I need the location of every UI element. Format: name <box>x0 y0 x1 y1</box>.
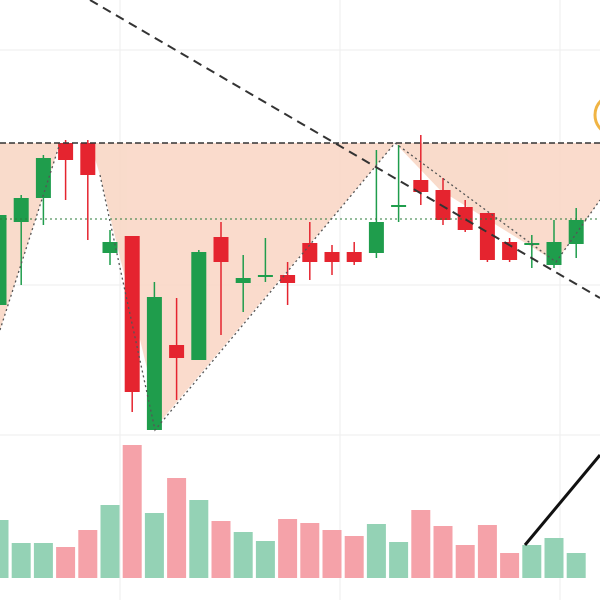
volume-bar <box>144 513 164 578</box>
candle-body <box>479 213 495 260</box>
volume-bar <box>11 543 31 578</box>
volume-bar <box>433 526 453 578</box>
volume-bar <box>300 523 320 578</box>
pattern-line <box>99 142 396 432</box>
volume-bar <box>500 553 520 578</box>
volume-bar <box>278 519 298 578</box>
volume-bar <box>78 530 98 578</box>
candle-body <box>35 158 51 198</box>
volume-bar <box>566 553 586 578</box>
candle-body <box>280 275 296 283</box>
candle-body <box>435 190 451 220</box>
candle-body <box>546 242 562 265</box>
volume-trend-line <box>523 454 600 546</box>
marks <box>0 135 586 578</box>
volume-bar <box>33 543 53 578</box>
candle-body <box>169 345 185 358</box>
volume-bar <box>455 545 475 578</box>
trend-line <box>89 0 600 299</box>
candle-body <box>102 242 118 253</box>
candle-body <box>368 222 384 253</box>
volume-bar <box>100 505 120 578</box>
volume-bar <box>0 520 9 578</box>
drawings <box>0 0 600 546</box>
volume-bar <box>56 547 76 578</box>
candle-body <box>568 220 584 244</box>
volume-bar <box>389 542 409 578</box>
candle-body <box>58 143 74 160</box>
pattern-shading <box>0 143 600 422</box>
volume-bar <box>122 445 142 578</box>
candle-body <box>346 252 362 262</box>
candle-body <box>124 236 140 392</box>
candle-body <box>13 198 29 222</box>
candle-body <box>80 143 96 175</box>
volume-bar <box>233 532 253 578</box>
candle-body <box>0 215 7 305</box>
volume-bar <box>167 478 187 578</box>
candle-body <box>191 252 207 360</box>
volume-bar <box>544 538 564 578</box>
candle-body <box>302 243 318 262</box>
marker-circle <box>593 99 600 131</box>
volume-bar <box>477 525 497 578</box>
candle-body <box>502 242 518 260</box>
candle-body <box>324 252 340 262</box>
candle-body <box>213 237 229 262</box>
candle-body <box>146 297 162 430</box>
shaded-area <box>395 143 600 262</box>
volume-bar <box>211 521 231 578</box>
pattern-line <box>394 142 600 263</box>
volume-bar <box>255 541 275 578</box>
candle-body <box>413 180 429 192</box>
candle-body <box>391 205 407 207</box>
candle-body <box>257 275 273 277</box>
volume-bar <box>522 545 542 578</box>
volume-bar <box>189 500 209 578</box>
volume-bar <box>411 510 431 578</box>
candle-body <box>235 278 251 283</box>
volume-bar <box>344 536 364 578</box>
volume-bar <box>322 530 342 578</box>
volume-bar <box>366 524 386 578</box>
